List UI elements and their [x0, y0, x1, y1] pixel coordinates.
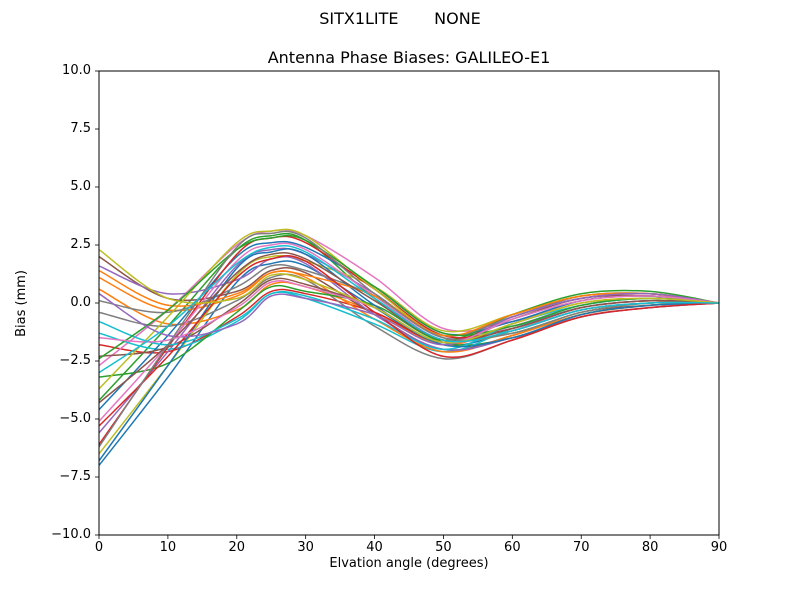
- series-line: [99, 260, 719, 467]
- x-tick-label: 20: [228, 540, 246, 555]
- series-line: [99, 292, 719, 346]
- x-tick-label: 80: [641, 540, 659, 555]
- suptitle: SITX1LITE NONE: [319, 9, 481, 28]
- y-tick-label: 10.0: [62, 63, 91, 78]
- series-line: [99, 269, 719, 337]
- y-tick-label: −2.5: [59, 353, 91, 368]
- x-axis-label: Elvation angle (degrees): [329, 556, 489, 571]
- x-tick-label: 30: [297, 540, 314, 555]
- x-tick-label: 10: [159, 540, 177, 555]
- series-line: [99, 254, 719, 455]
- y-tick-label: 5.0: [70, 179, 91, 194]
- series-line: [99, 248, 719, 344]
- tick-marks: [95, 70, 720, 539]
- chart-title: Antenna Phase Biases: GALILEO-E1: [267, 48, 551, 67]
- series-layer: [99, 228, 719, 467]
- x-tick-label: 50: [435, 540, 452, 555]
- y-tick-label: −5.0: [59, 411, 91, 426]
- x-tick-label: 90: [710, 540, 728, 555]
- y-tick-label: −7.5: [59, 469, 91, 484]
- series-line: [99, 244, 719, 374]
- x-tick-label: 40: [366, 540, 383, 555]
- x-tick-label: 70: [572, 540, 590, 555]
- axes-frame: [98, 70, 720, 536]
- y-tick-label: 2.5: [70, 237, 91, 252]
- series-line: [99, 234, 719, 360]
- series-line: [99, 230, 719, 448]
- y-tick-label: 7.5: [70, 121, 91, 136]
- x-tick-label: 60: [504, 540, 521, 555]
- x-tick-label: 0: [94, 540, 104, 555]
- series-line: [99, 254, 719, 427]
- y-tick-label: −10.0: [51, 527, 91, 542]
- y-tick-label: 0.0: [70, 295, 91, 310]
- series-line: [99, 248, 719, 462]
